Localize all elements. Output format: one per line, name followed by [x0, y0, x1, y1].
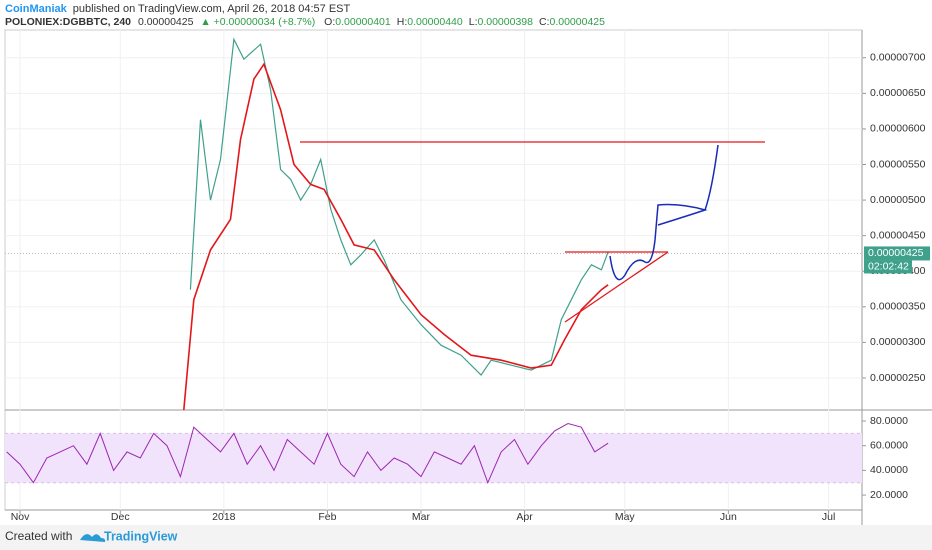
- change: ▲ +0.00000034 (+8.7%): [200, 16, 315, 28]
- rsi-tick-label: 20.0000: [870, 489, 908, 501]
- brand-logo: [80, 534, 106, 542]
- rsi-tick-label: 80.0000: [870, 415, 908, 427]
- ohlc-value: 0.00000398: [478, 16, 534, 28]
- symbol: POLONIEX:DGBBTC, 240: [5, 16, 131, 28]
- published: published on TradingView.com, April 26, …: [73, 3, 351, 15]
- y-tick-label: 0.00000500: [870, 194, 926, 206]
- moving-average: [183, 62, 609, 411]
- author[interactable]: CoinManiak: [5, 3, 68, 15]
- countdown-box: [864, 260, 912, 274]
- rsi-tick-label: 60.0000: [870, 439, 908, 451]
- last-price-box: [864, 246, 930, 261]
- x-tick-label: Nov: [11, 511, 30, 523]
- x-tick-label: Dec: [111, 511, 130, 523]
- price: 0.00000425: [138, 16, 194, 28]
- x-tick-label: Jun: [720, 511, 737, 523]
- footer-brand[interactable]: TradingView: [104, 529, 178, 543]
- x-tick-label: Jul: [822, 511, 835, 523]
- x-tick-label: 2018: [212, 511, 236, 523]
- ohlc-label: L:: [469, 16, 478, 28]
- triangle-bottom: [564, 251, 669, 323]
- ohlc-label: C:: [539, 16, 550, 28]
- x-tick-label: Mar: [412, 511, 431, 523]
- y-tick-label: 0.00000300: [870, 336, 926, 348]
- ohlc-value: 0.00000401: [335, 16, 391, 28]
- ohlc-value: 0.00000425: [549, 16, 605, 28]
- y-tick-label: 0.00000550: [870, 158, 926, 170]
- header-line: CoinManiak published on TradingView.com,…: [5, 3, 351, 15]
- footer-bar: [0, 525, 932, 550]
- price-line: [189, 37, 609, 377]
- drawings: [300, 141, 765, 323]
- symbol-line: POLONIEX:DGBBTC, 240 0.00000425 ▲ +0.000…: [5, 16, 605, 28]
- y-tick-label: 0.00000350: [870, 301, 926, 313]
- x-tick-label: Apr: [516, 511, 533, 523]
- y-tick-label: 0.00000600: [870, 123, 926, 135]
- rsi-line: [6, 422, 609, 485]
- x-tick-label: Feb: [318, 511, 336, 523]
- footer-created: Created with: [5, 529, 72, 543]
- ohlc-label: H:: [397, 16, 408, 28]
- x-tick-label: May: [615, 511, 636, 523]
- grid: [5, 30, 862, 510]
- rsi-tick-label: 40.0000: [870, 464, 908, 476]
- y-tick-label: 0.00000650: [870, 87, 926, 99]
- y-tick-label: 0.00000700: [870, 52, 926, 64]
- ohlc-value: 0.00000440: [407, 16, 463, 28]
- countdown: 02:02:42: [868, 261, 909, 273]
- y-tick-label: 0.00000450: [870, 229, 926, 241]
- projection-sketch: [609, 144, 719, 281]
- ohlc-label: O:: [324, 16, 335, 28]
- rsi-band: [5, 433, 862, 483]
- y-tick-label: 0.00000250: [870, 372, 926, 384]
- last-price-label: 0.00000425: [868, 247, 924, 259]
